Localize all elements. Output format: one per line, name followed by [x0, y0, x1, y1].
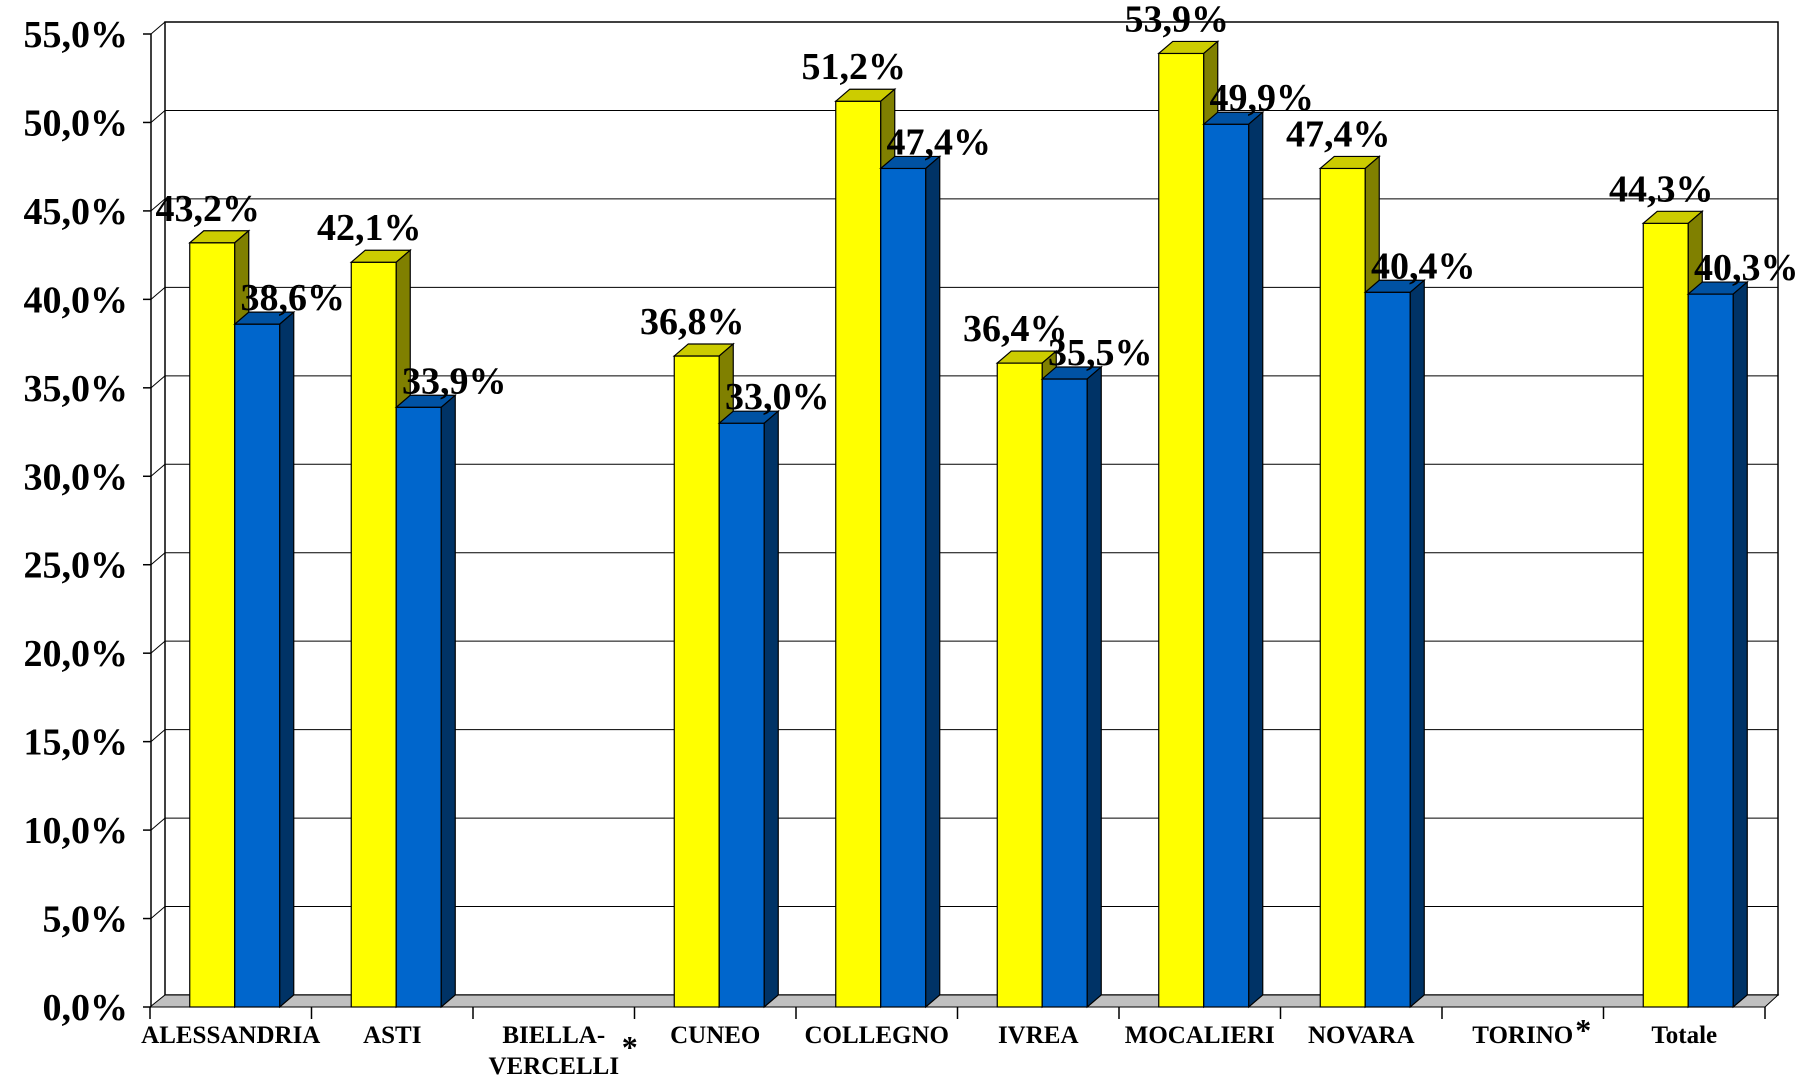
bar-series2: [880, 167, 927, 1008]
gridline-depth: [150, 906, 166, 919]
y-tick-label: 20,0%: [24, 633, 129, 675]
gridline-depth: [150, 552, 166, 566]
y-tick-label: 10,0%: [24, 810, 129, 852]
bar-series1: [1158, 52, 1205, 1008]
data-label-series1: 36,8%: [640, 301, 745, 343]
gridline-depth: [150, 110, 166, 123]
bar-series2: [1687, 293, 1734, 1008]
y-tick-label: 50,0%: [24, 102, 129, 144]
y-tick-label: 5,0%: [43, 899, 129, 941]
bar-series1: [350, 261, 397, 1008]
bar-series2-side: [1732, 280, 1748, 1009]
bar-series2-side: [440, 393, 456, 1009]
data-label-series2: 38,6%: [241, 277, 346, 319]
data-label-series1: 51,2%: [802, 46, 907, 88]
bar-series1: [189, 242, 236, 1008]
gridline-depth: [150, 640, 166, 654]
x-category-label: ALESSANDRIA: [141, 1022, 320, 1049]
x-category-label: MOCALIERI: [1125, 1022, 1275, 1049]
data-label-series1: 42,1%: [317, 207, 422, 249]
x-category-label: CUNEO: [670, 1022, 760, 1049]
bar-series2: [1203, 123, 1250, 1008]
data-label-series1: 43,2%: [156, 188, 261, 230]
data-label-series1: 47,4%: [1286, 113, 1391, 155]
data-label-series2: 33,0%: [725, 376, 830, 418]
bar-series1: [1642, 222, 1689, 1008]
y-tick-label: 35,0%: [24, 368, 129, 410]
data-label-series1: 44,3%: [1609, 168, 1714, 210]
bar-series1: [996, 362, 1043, 1008]
bar-series2: [718, 422, 765, 1008]
bar-series2-side: [279, 310, 295, 1009]
gridline-depth: [150, 286, 166, 300]
gridline-depth: [150, 21, 166, 35]
bar-series2-side: [1409, 278, 1425, 1009]
x-category-asterisk: *: [1575, 1012, 1591, 1048]
bar-series2-side: [925, 155, 941, 1009]
bar-series2-side: [1086, 365, 1102, 1009]
bar-series2: [234, 323, 281, 1008]
data-label-series2: 40,3%: [1694, 247, 1799, 289]
x-category-label: TORINO: [1472, 1022, 1573, 1049]
bar-series2-side: [763, 409, 779, 1009]
y-tick-label: 15,0%: [24, 722, 129, 764]
x-category-label: COLLEGNO: [805, 1022, 949, 1049]
x-category-label: ASTI: [363, 1022, 421, 1049]
x-category-label: BIELLA-VERCELLI: [488, 1022, 619, 1080]
data-label-series1: 36,4%: [963, 308, 1068, 350]
bar-series1: [1319, 167, 1366, 1008]
y-tick-label: 40,0%: [24, 279, 129, 321]
data-label-series2: 33,9%: [402, 360, 507, 402]
data-label-series2: 35,5%: [1048, 332, 1153, 374]
bar-series2: [395, 406, 442, 1008]
y-tick-label: 55,0%: [24, 14, 129, 56]
x-category-label: NOVARA: [1308, 1022, 1415, 1049]
data-label-series1: 53,9%: [1125, 0, 1230, 40]
bar-series2: [1041, 378, 1088, 1008]
y-tick-label: 0,0%: [43, 987, 129, 1029]
y-tick-label: 45,0%: [24, 191, 129, 233]
bar-series2: [1364, 291, 1411, 1008]
gridline-depth: [150, 375, 166, 389]
gridline-depth: [150, 198, 166, 212]
gridline-depth: [150, 463, 166, 477]
data-label-series2: 49,9%: [1210, 77, 1315, 119]
data-label-series2: 47,4%: [887, 121, 992, 163]
y-tick-label: 25,0%: [24, 545, 129, 587]
gridline-depth: [150, 817, 166, 831]
bar-series1: [835, 100, 882, 1008]
data-label-series2: 40,4%: [1371, 245, 1476, 287]
x-category-asterisk: *: [622, 1029, 638, 1065]
bar-series2-side: [1248, 110, 1264, 1009]
y-tick-label: 30,0%: [24, 456, 129, 498]
gridline-depth: [150, 729, 166, 743]
x-category-label: IVREA: [998, 1022, 1079, 1049]
x-category-label: Totale: [1651, 1022, 1717, 1049]
bar-series1: [673, 355, 720, 1008]
